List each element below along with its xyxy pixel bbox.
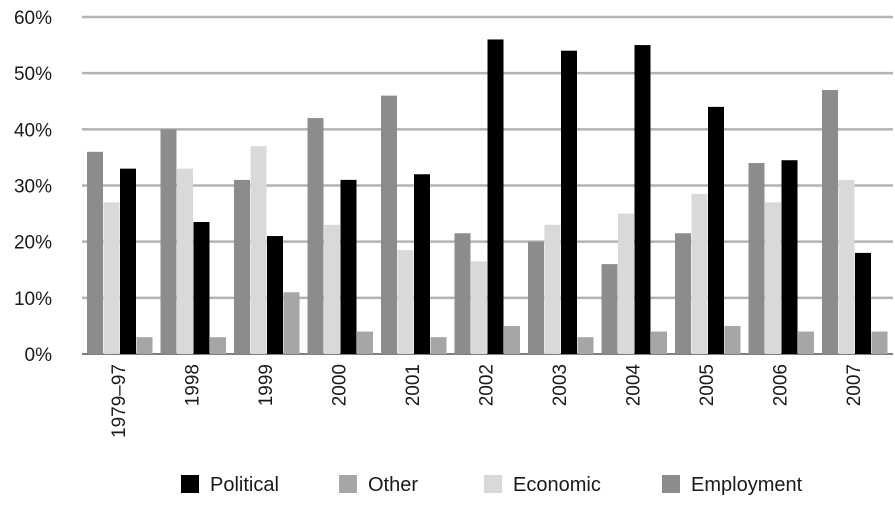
bar	[855, 252, 871, 354]
bar	[283, 292, 300, 354]
bar	[577, 337, 594, 354]
bar	[765, 202, 781, 354]
bar	[414, 174, 430, 354]
bar	[724, 325, 741, 354]
legend: Political Other Economic Employment	[181, 474, 803, 496]
y-tick-label: 10%	[14, 289, 52, 310]
bar	[397, 250, 414, 354]
bar	[120, 168, 136, 354]
x-tick-label: 2002	[477, 364, 498, 406]
bar	[430, 337, 447, 354]
bar	[250, 146, 267, 354]
bar	[561, 50, 577, 354]
x-tick-label: 2003	[550, 364, 571, 406]
x-tick-label: 2007	[844, 364, 865, 406]
x-tick-label: 2005	[697, 364, 718, 406]
bar	[177, 168, 193, 354]
bar	[234, 179, 250, 354]
x-tick-label: 2001	[403, 364, 424, 406]
legend-label: Economic	[513, 474, 601, 496]
bar	[193, 222, 210, 354]
y-tick-label: 20%	[14, 233, 52, 254]
x-tick-label: 1998	[183, 364, 204, 406]
x-tick-label: 2000	[330, 364, 351, 406]
bars	[87, 39, 888, 355]
legend-swatch	[484, 475, 502, 493]
bar	[454, 233, 471, 354]
legend-label: Political	[210, 474, 279, 496]
bar	[651, 331, 667, 354]
bar	[781, 160, 798, 354]
bar	[87, 151, 103, 354]
bar	[381, 95, 397, 354]
legend-label: Other	[368, 474, 418, 496]
x-tick-label: 1999	[256, 364, 277, 406]
bar	[487, 39, 504, 354]
bar	[136, 337, 153, 354]
bar	[357, 331, 373, 354]
bar	[601, 264, 618, 354]
y-tick-label: 50%	[14, 64, 52, 85]
bar	[471, 261, 487, 354]
legend-swatch	[181, 475, 199, 493]
bar	[618, 213, 634, 354]
legend-swatch	[339, 475, 357, 493]
bar	[544, 224, 561, 354]
bar	[708, 106, 724, 354]
bar	[528, 241, 544, 354]
bar	[504, 325, 520, 354]
bar	[871, 331, 888, 354]
bar	[340, 179, 357, 354]
bar	[798, 331, 814, 354]
bar	[838, 179, 855, 354]
y-tick-label: 30%	[14, 177, 52, 198]
bar	[307, 118, 324, 354]
y-tick-label: 60%	[14, 8, 52, 29]
bar	[160, 129, 177, 354]
bar	[267, 236, 283, 354]
bar	[103, 202, 120, 354]
x-tick-label: 1979–97	[109, 364, 130, 438]
bar	[822, 90, 838, 355]
bar	[748, 163, 765, 354]
y-tick-label: 0%	[25, 345, 53, 366]
bar	[675, 233, 691, 354]
bar	[324, 224, 340, 354]
y-axis-ticks: 0% 10% 20% 30% 40% 50% 60%	[14, 8, 52, 366]
bar	[634, 45, 651, 354]
y-tick-label: 40%	[14, 120, 52, 141]
bar	[210, 337, 226, 354]
x-axis-ticks: 1979–97 1998 1999 2000 2001 2002 2003 2004 2005 2…	[109, 364, 865, 438]
x-tick-label: 2006	[771, 364, 792, 406]
bar	[691, 193, 708, 354]
legend-label: Employment	[691, 474, 803, 496]
legend-swatch	[662, 475, 680, 493]
x-tick-label: 2004	[624, 364, 645, 407]
